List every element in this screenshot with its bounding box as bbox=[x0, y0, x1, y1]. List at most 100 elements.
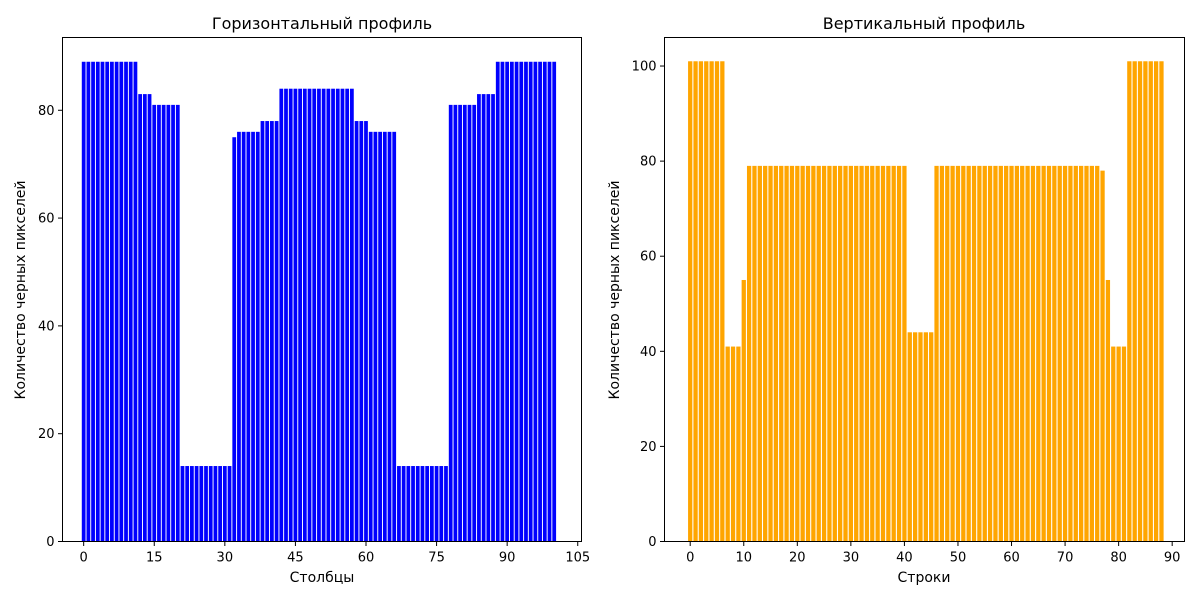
bar-horizontal-32 bbox=[232, 137, 237, 542]
bar-horizontal-28 bbox=[213, 466, 218, 542]
bar-vertical-43 bbox=[918, 332, 923, 542]
bar-horizontal-14 bbox=[147, 94, 152, 542]
bar-vertical-37 bbox=[886, 165, 891, 542]
bar-vertical-8 bbox=[730, 346, 736, 542]
x-tick-label-vertical-60: 60 bbox=[1003, 551, 1020, 566]
bar-vertical-65 bbox=[1036, 165, 1041, 542]
x-tick-label-vertical-20: 20 bbox=[789, 551, 806, 566]
bar-vertical-25 bbox=[821, 165, 827, 542]
bar-vertical-86 bbox=[1148, 61, 1153, 542]
bar-horizontal-52 bbox=[326, 88, 331, 542]
plot-frame-vertical bbox=[664, 37, 1185, 542]
x-tick-label-horizontal-30: 30 bbox=[217, 551, 234, 566]
bar-vertical-61 bbox=[1014, 165, 1020, 542]
bar-horizontal-63 bbox=[378, 131, 382, 542]
bar-vertical-35 bbox=[875, 165, 880, 542]
bar-vertical-41 bbox=[907, 332, 912, 542]
bar-horizontal-94 bbox=[524, 61, 528, 542]
bar-vertical-82 bbox=[1127, 61, 1132, 542]
bar-vertical-62 bbox=[1020, 165, 1025, 542]
bar-vertical-19 bbox=[789, 165, 795, 542]
bar-vertical-59 bbox=[1004, 165, 1009, 542]
bar-horizontal-75 bbox=[434, 466, 439, 542]
chart-title-vertical: Вертикальный профиль bbox=[823, 14, 1026, 33]
bar-vertical-27 bbox=[832, 165, 837, 542]
bar-horizontal-36 bbox=[251, 131, 255, 542]
y-tick-label-horizontal-40: 40 bbox=[38, 319, 55, 334]
bar-horizontal-92 bbox=[514, 61, 519, 542]
bar-vertical-52 bbox=[966, 165, 971, 542]
bar-vertical-24 bbox=[816, 165, 821, 542]
chart-title-horizontal: Горизонтальный профиль bbox=[212, 14, 432, 33]
bar-vertical-44 bbox=[923, 332, 928, 542]
bar-vertical-88 bbox=[1159, 61, 1164, 542]
x-tick-label-horizontal-90: 90 bbox=[499, 551, 516, 566]
bar-vertical-1 bbox=[693, 61, 698, 542]
y-tick-label-horizontal-0: 0 bbox=[46, 535, 54, 550]
bar-horizontal-96 bbox=[533, 61, 538, 542]
bar-horizontal-35 bbox=[246, 131, 251, 542]
bar-horizontal-74 bbox=[429, 466, 434, 542]
y-tick-label-vertical-100: 100 bbox=[632, 60, 657, 75]
bar-horizontal-80 bbox=[458, 104, 462, 542]
bar-vertical-55 bbox=[982, 165, 987, 542]
bar-vertical-16 bbox=[773, 165, 779, 542]
bar-horizontal-49 bbox=[312, 88, 317, 542]
x-tick-label-vertical-80: 80 bbox=[1110, 551, 1127, 566]
x-tick-label-vertical-30: 30 bbox=[843, 551, 860, 566]
bar-horizontal-79 bbox=[453, 104, 458, 542]
bar-horizontal-37 bbox=[255, 131, 260, 542]
bar-horizontal-25 bbox=[199, 466, 204, 542]
bar-horizontal-13 bbox=[142, 94, 147, 542]
bar-horizontal-47 bbox=[302, 88, 307, 542]
x-tick-label-vertical-50: 50 bbox=[950, 551, 967, 566]
bar-vertical-78 bbox=[1105, 279, 1111, 542]
bar-vertical-76 bbox=[1095, 165, 1100, 542]
bar-horizontal-71 bbox=[415, 466, 420, 542]
bar-vertical-72 bbox=[1073, 165, 1078, 542]
bar-vertical-7 bbox=[725, 346, 730, 542]
bar-vertical-15 bbox=[768, 165, 773, 542]
bar-horizontal-27 bbox=[208, 466, 213, 542]
bar-vertical-73 bbox=[1079, 165, 1084, 542]
y-axis-label-vertical: Количество черных пикселей bbox=[607, 181, 623, 400]
bar-vertical-42 bbox=[912, 332, 918, 542]
bar-vertical-69 bbox=[1057, 165, 1062, 542]
bar-horizontal-60 bbox=[364, 121, 368, 542]
bar-horizontal-77 bbox=[444, 466, 448, 542]
x-tick-label-horizontal-45: 45 bbox=[287, 551, 304, 566]
bar-horizontal-7 bbox=[114, 61, 119, 542]
bar-horizontal-5 bbox=[105, 61, 110, 542]
bar-horizontal-42 bbox=[279, 88, 284, 542]
y-tick-label-horizontal-20: 20 bbox=[38, 427, 55, 442]
bar-vertical-46 bbox=[934, 165, 939, 542]
bar-horizontal-53 bbox=[331, 88, 335, 542]
bar-horizontal-81 bbox=[462, 104, 467, 542]
bar-horizontal-18 bbox=[166, 104, 171, 542]
x-axis-label-vertical: Строки bbox=[898, 570, 951, 586]
x-tick-label-vertical-0: 0 bbox=[686, 551, 694, 566]
bar-horizontal-4 bbox=[100, 61, 105, 542]
y-tick-label-vertical-60: 60 bbox=[640, 250, 657, 265]
bars-horizontal bbox=[81, 61, 557, 542]
bar-horizontal-31 bbox=[227, 466, 232, 542]
bar-vertical-79 bbox=[1111, 346, 1116, 542]
bar-horizontal-15 bbox=[152, 104, 157, 542]
x-axis-label-horizontal: Столбцы bbox=[290, 570, 355, 586]
bar-vertical-34 bbox=[870, 165, 875, 542]
bar-vertical-6 bbox=[720, 61, 725, 542]
bar-vertical-22 bbox=[805, 165, 811, 542]
bar-horizontal-87 bbox=[491, 94, 495, 542]
y-tick-label-vertical-0: 0 bbox=[648, 535, 656, 550]
bar-vertical-33 bbox=[864, 165, 870, 542]
bar-horizontal-9 bbox=[124, 61, 128, 542]
bar-horizontal-3 bbox=[95, 61, 100, 542]
bar-vertical-9 bbox=[736, 346, 741, 542]
bar-vertical-30 bbox=[848, 165, 853, 542]
bar-horizontal-29 bbox=[218, 466, 223, 542]
bar-horizontal-22 bbox=[185, 466, 190, 542]
bar-vertical-77 bbox=[1100, 170, 1105, 542]
y-tick-label-horizontal-80: 80 bbox=[38, 104, 55, 119]
bar-vertical-63 bbox=[1025, 165, 1030, 542]
